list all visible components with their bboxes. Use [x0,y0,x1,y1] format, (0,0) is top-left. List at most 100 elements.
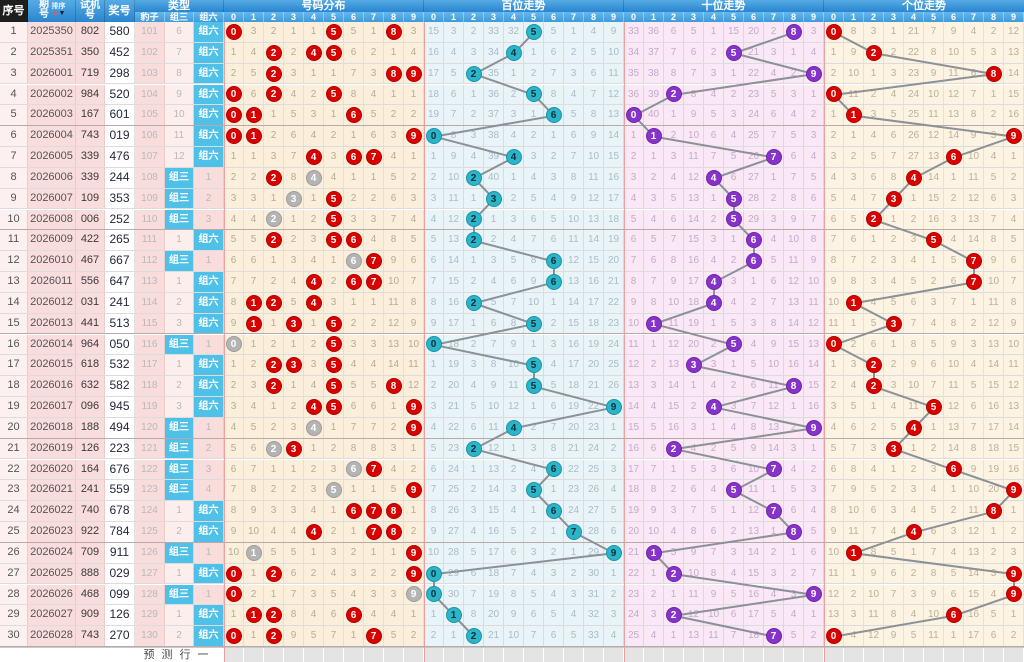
type-group6-cell: 2 [194,188,224,209]
seq-cell: 1 [0,22,28,42]
bai-cell: 20 [444,376,464,396]
bai-cell: 14 [584,230,604,251]
prize-digit-circle: 3 [285,440,302,457]
dist-cell: 1 [244,334,264,355]
hundreds-digit-circle: 6 [545,461,562,478]
ge-cell: 13 [984,334,1004,355]
shi-cell: 7 [804,209,824,230]
dist-cell: 9 [284,626,304,646]
bai-cell: 1 [544,522,564,542]
type-group3-cell: 11 [165,126,194,146]
ge-cell: 1 [884,459,904,480]
dist-cell: 8 [384,501,404,521]
dist-cell: 4 [244,397,264,417]
ge-cell: 6 [884,563,904,584]
bai-cell: 3 [464,501,484,521]
ge-cell: 7 [924,542,944,563]
shi-cell: 5 [804,522,824,542]
shi-cell: 37 [644,42,664,63]
ge-cell: 3 [884,313,904,334]
shi-cell: 6 [764,105,784,126]
prediction-cell [224,648,244,662]
bai-cell: 1 [484,209,504,230]
dist-cell: 12 [404,376,424,396]
seq-cell: 12 [0,251,28,271]
shi-cell: 4 [624,188,644,209]
ge-cell: 9 [944,22,964,42]
dist-cell: 1 [244,605,264,626]
tens-digit-circle: 2 [665,86,682,103]
dist-cell: 3 [284,188,304,209]
shi-cell: 5 [724,147,744,167]
ge-cell: 23 [904,63,924,84]
tens-digit-circle: 4 [705,398,722,415]
shi-cell: 14 [624,397,644,417]
dist-cell: 3 [284,355,304,376]
dist-cell: 2 [304,84,324,105]
ge-cell: 7 [924,22,944,42]
units-digit-circle: 4 [905,169,922,186]
prize-number-cell: 029 [105,563,135,584]
bai-cell: 29 [584,542,604,563]
type-group3-cell: 10 [165,105,194,126]
dist-cell: 6 [364,126,384,146]
dist-cell: 1 [364,167,384,188]
bai-cell: 3 [424,397,444,417]
bai-cell: 3 [444,22,464,42]
ge-cell: 8 [944,313,964,334]
type-group6-cell: 组六 [194,563,224,584]
bai-cell: 26 [584,480,604,501]
ge-cell: 4 [924,480,944,501]
bai-cell: 6 [544,501,564,521]
seq-cell: 6 [0,126,28,146]
ge-cell: 14 [944,126,964,146]
dist-cell: 1 [224,42,244,63]
sort-control[interactable]: 排序 ▲▼ [52,3,66,17]
bai-cell: 6 [464,417,484,438]
dist-cell: 1 [264,251,284,271]
shi-cell: 7 [704,147,724,167]
sort-asc-icon[interactable]: ▲ [51,10,59,17]
table-row: 1 2025350 802 580 101 6 组六 0 3 2 1 1 5 5 1 8 3 15 3 2 33 32 5 5… [0,22,1024,43]
ge-cell: 14 [964,563,984,584]
type-group6-cell: 组六 [194,42,224,63]
bai-cell: 3 [524,438,544,459]
shi-cell: 5 [764,84,784,105]
prize-digit-circle: 5 [325,23,342,40]
tens-digit-circle: 6 [745,253,762,270]
section-divider [824,22,825,662]
table-row: 11 2026009 422 265 111 1 组六 5 5 2 2 3 5 6 4 8 5 5 13 2 2 4 7 6 1… [0,230,1024,252]
bai-cell: 5 [524,480,544,501]
prize-digit-circle: 1 [245,294,262,311]
bai-cell: 7 [524,626,544,646]
dist-cell: 10 [384,272,404,292]
prediction-cell [784,648,804,662]
ge-cell: 27 [904,147,924,167]
bai-cell: 3 [604,605,624,626]
shi-cell: 38 [644,63,664,84]
table-row: 20 2026018 188 494 120 组三 1 4 5 2 3 4 1 7 7 2 9 4 22 6 11 4 2 7… [0,417,1024,439]
hundreds-digit-circle: 2 [465,628,482,645]
bai-cell: 5 [424,438,444,459]
digit-header-0: 0 [624,12,644,22]
bai-cell: 37 [484,105,504,126]
bai-cell: 6 [544,459,564,480]
period-cell: 2026002 [28,84,76,105]
ge-cell: 4 [824,167,844,188]
bai-cell: 2 [464,230,484,251]
shi-cell: 1 [684,376,704,396]
bai-cell: 22 [604,292,624,313]
digit-header-1: 1 [444,12,464,22]
type-group3-cell: 8 [165,63,194,84]
prize-number-cell: 244 [105,167,135,188]
prediction-cell [364,648,384,662]
table-row: 14 2026012 031 241 114 2 组六 8 1 2 5 4 3 1 1 11 8 8 16 2 5 7 10… [0,292,1024,314]
bai-cell: 5 [564,626,584,646]
bai-cell: 17 [564,355,584,376]
ge-cell: 3 [864,272,884,292]
dist-cell: 12 [384,313,404,334]
shi-cell: 6 [724,605,744,626]
dist-cell: 2 [364,313,384,334]
sort-desc-icon[interactable]: ▼ [58,10,66,17]
ge-cell: 21 [904,22,924,42]
